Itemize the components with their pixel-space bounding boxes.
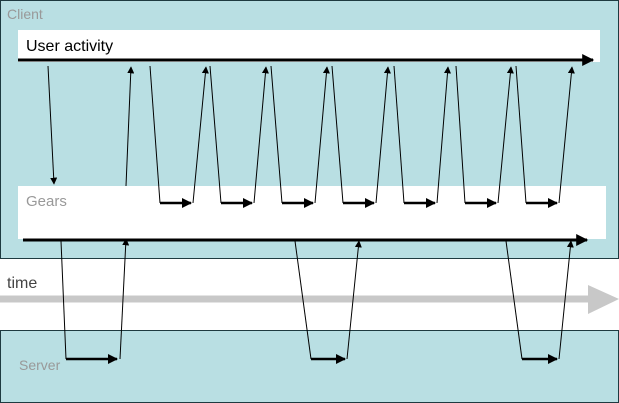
server-region [0, 330, 619, 403]
user-gears-cycle-5 [393, 65, 451, 208]
arrow-user-to-gears [47, 65, 58, 185]
time-arrow-head [588, 285, 619, 314]
user-gears-cycle-7 [515, 65, 575, 208]
server-label: Server [19, 357, 61, 373]
user-gears-cycle-6 [455, 65, 514, 208]
gears-band [18, 186, 606, 239]
time-label: time [7, 275, 37, 292]
user-activity-label: User activity [26, 38, 113, 55]
user-gears-cycle-2 [209, 65, 269, 208]
gears-server-sync-2 [294, 240, 362, 364]
user-gears-cycle-3 [270, 65, 330, 208]
user-gears-cycle-4 [331, 65, 391, 208]
gears-server-sync-1 [60, 238, 130, 364]
client-label: Client [7, 6, 43, 22]
gears-server-sync-3 [505, 240, 574, 364]
arrow-gears-to-user [125, 66, 135, 187]
user-gears-cycle-1 [149, 65, 209, 208]
user-activity-band [18, 30, 600, 62]
gears-label: Gears [26, 193, 67, 210]
